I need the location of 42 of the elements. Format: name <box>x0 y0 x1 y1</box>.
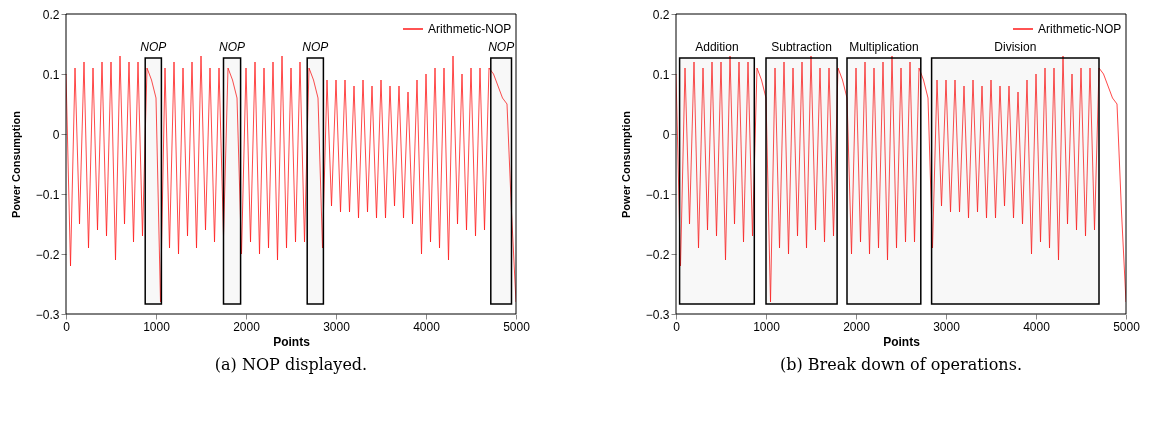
line-series <box>676 55 1126 303</box>
text: (a) NOP displayed. <box>214 355 368 374</box>
y-axis-title: Power Consumption <box>9 110 22 218</box>
x-tick-label: 0 <box>63 319 71 334</box>
x-axis-title: Points <box>883 334 921 349</box>
y-tick-label: −0.2 <box>35 247 60 262</box>
y-tick-label: −0.3 <box>35 307 60 322</box>
band-label: Multiplication <box>849 40 919 54</box>
x-axis-title: Points <box>273 334 311 349</box>
x-tick-label: 4000 <box>413 319 441 334</box>
legend-label: Arithmetic-NOP <box>428 22 512 36</box>
y-tick-label: 0 <box>662 127 670 142</box>
y-tick-label: −0.2 <box>645 247 670 262</box>
y-tick-label: 0 <box>52 127 60 142</box>
x-tick-label: 3000 <box>933 319 961 334</box>
y-axis-title: Power Consumption <box>619 110 632 218</box>
x-tick-label: 2000 <box>233 319 261 334</box>
x-tick-label: 5000 <box>1113 319 1141 334</box>
band-label: Division <box>994 40 1037 54</box>
line-series <box>66 55 516 303</box>
y-tick-label: 0.2 <box>652 7 670 22</box>
y-tick-label: 0.1 <box>652 67 670 82</box>
y-tick-label: 0.2 <box>42 7 60 22</box>
y-tick-label: −0.1 <box>645 187 670 202</box>
band-label: Addition <box>695 40 739 54</box>
band-label: NOP <box>219 40 246 54</box>
x-tick-label: 5000 <box>503 319 531 334</box>
y-tick-label: −0.1 <box>35 187 60 202</box>
band-label: NOP <box>302 40 329 54</box>
x-tick-label: 0 <box>673 319 681 334</box>
band-label: Subtraction <box>771 40 832 54</box>
legend-label: Arithmetic-NOP <box>1038 22 1122 36</box>
x-tick-label: 1000 <box>753 319 781 334</box>
text: (b) Break down of operations. <box>780 355 1022 374</box>
y-tick-label: −0.3 <box>645 307 670 322</box>
band-label: NOP <box>140 40 167 54</box>
x-tick-label: 3000 <box>323 319 351 334</box>
y-tick-label: 0.1 <box>42 67 60 82</box>
x-tick-label: 4000 <box>1023 319 1051 334</box>
x-tick-label: 1000 <box>143 319 171 334</box>
band-label: NOP <box>488 40 515 54</box>
x-tick-label: 2000 <box>843 319 871 334</box>
